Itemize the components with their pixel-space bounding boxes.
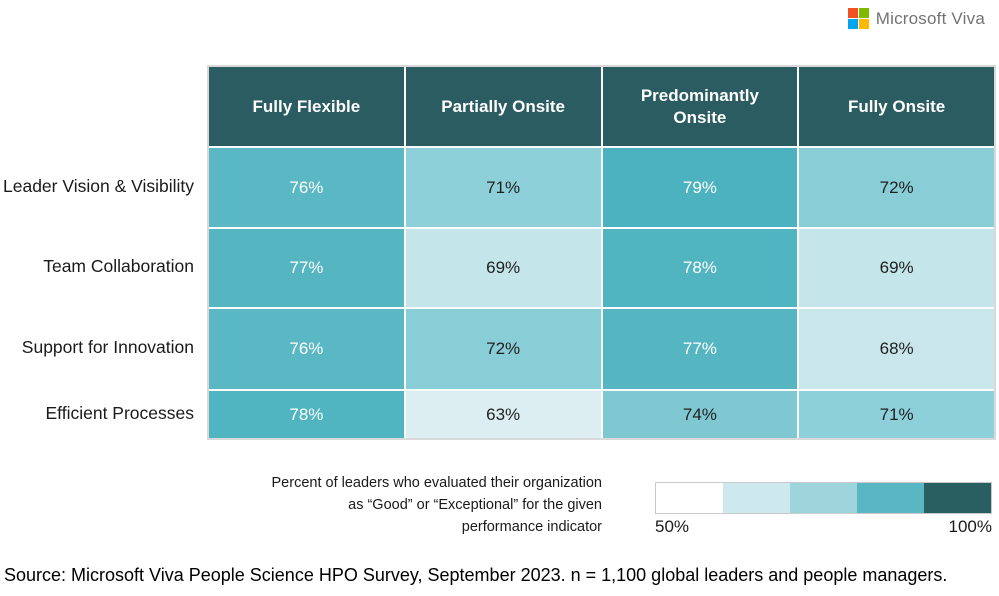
heatmap-cell: 77%	[209, 229, 404, 307]
microsoft-logo-icon	[847, 8, 869, 29]
legend-swatch-4	[857, 483, 924, 513]
column-header-predominantly-onsite: Predominantly Onsite	[602, 67, 798, 146]
heatmap-cell: 76%	[209, 148, 404, 227]
row-labels-column: Leader Vision & Visibility Team Collabor…	[0, 65, 196, 438]
legend-swatch-3	[790, 483, 857, 513]
chart-note-line3: performance indicator	[461, 518, 602, 535]
heatmap-cell: 69%	[799, 229, 994, 307]
chart-note-line2: as “Good” or “Exceptional” for the given	[348, 496, 602, 513]
ms-square-yellow	[858, 19, 869, 29]
heatmap-cell: 78%	[209, 391, 404, 438]
heatmap-cell: 69%	[405, 229, 601, 307]
heatmap-cell: 71%	[405, 148, 601, 227]
ms-square-green	[858, 8, 869, 18]
heatmap-cell: 63%	[405, 391, 601, 438]
heatmap-cell: 77%	[602, 309, 798, 389]
row-label-support-innovation: Support for Innovation	[21, 337, 194, 358]
heatmap-cell: 68%	[799, 309, 994, 389]
color-scale-legend: 50% 100%	[655, 482, 992, 537]
row-label-leader-vision: Leader Vision & Visibility	[3, 175, 194, 196]
ms-square-blue	[847, 19, 858, 29]
heatmap-cell: 74%	[602, 391, 798, 438]
column-header-fully-onsite: Fully Onsite	[799, 67, 994, 146]
column-header-partially-onsite: Partially Onsite	[405, 67, 601, 146]
row-label-team-collaboration: Team Collaboration	[43, 256, 194, 277]
heatmap-cell: 79%	[602, 148, 798, 227]
chart-note: Percent of leaders who evaluated their o…	[210, 473, 602, 538]
legend-swatch-5	[924, 483, 991, 513]
heatmap-cell: 71%	[799, 391, 994, 438]
legend-swatch-2	[723, 483, 790, 513]
heatmap-cell: 78%	[602, 229, 798, 307]
legend-swatch-1	[656, 483, 723, 513]
microsoft-viva-logo: Microsoft Viva	[847, 8, 985, 29]
heatmap-table: Fully Flexible Partially Onsite Predomin…	[207, 65, 996, 440]
legend-max-label: 100%	[948, 517, 992, 536]
heatmap-cell: 76%	[209, 309, 404, 389]
source-text: Source: Microsoft Viva People Science HP…	[4, 565, 948, 585]
brand-name: Microsoft Viva	[875, 8, 985, 28]
heatmap-cell: 72%	[405, 309, 601, 389]
color-scale-bar	[655, 482, 992, 514]
ms-square-red	[847, 8, 858, 18]
row-label-efficient-processes: Efficient Processes	[45, 402, 195, 423]
chart-note-line1: Percent of leaders who evaluated their o…	[271, 475, 602, 491]
header-spacer	[0, 65, 196, 146]
legend-min-label: 50%	[655, 517, 690, 536]
heatmap-cell: 72%	[799, 148, 994, 227]
column-header-fully-flexible: Fully Flexible	[209, 67, 404, 146]
